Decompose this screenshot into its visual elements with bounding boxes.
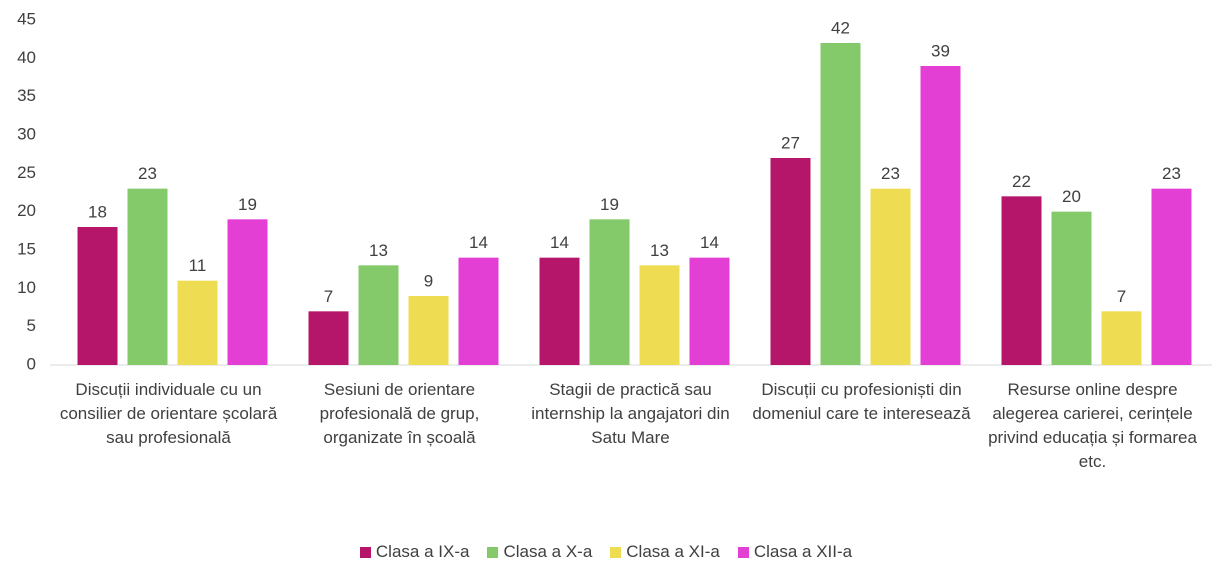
legend-swatch [610,546,622,558]
data-label: 19 [238,195,257,214]
legend-item: Clasa a X-a [487,542,592,562]
data-label: 9 [424,271,433,290]
bar [308,311,349,365]
x-tick-label: Stagii de practică sau internship la ang… [531,380,730,447]
y-tick-label: 30 [17,124,36,143]
legend-item: Clasa a XII-a [737,542,853,562]
y-tick-label: 10 [17,278,36,297]
data-label: 14 [469,233,488,252]
legend-label: Clasa a IX-a [375,542,470,561]
bar [227,219,268,365]
legend-item: Clasa a IX-a [359,542,470,562]
x-tick-label: Resurse online despre alegerea carierei,… [988,380,1197,471]
bar [1151,188,1192,365]
bar [689,257,730,365]
x-tick-label: Sesiuni de orientare profesională de gru… [319,380,480,447]
legend-label: Clasa a X-a [503,542,593,561]
x-tick-label: Discuții individuale cu un consilier de … [59,380,278,447]
y-tick-label: 15 [17,239,36,258]
x-tick-label: Discuții cu profesioniști din domeniul c… [752,380,971,423]
bar [177,280,218,365]
legend-label: Clasa a XI-a [626,542,720,561]
data-label: 19 [600,195,619,214]
bar [589,219,630,365]
data-label: 14 [550,233,569,252]
data-label: 13 [650,241,669,260]
bar [408,296,449,365]
bar [77,227,118,365]
data-label: 7 [1117,287,1126,306]
data-label: 42 [831,18,850,37]
y-tick-label: 20 [17,201,36,220]
bar [539,257,580,365]
y-tick-label: 0 [27,354,36,373]
bar [127,188,168,365]
legend-swatch [487,546,499,558]
bar [358,265,399,365]
legend: Clasa a IX-a Clasa a X-a Clasa a XI-a Clasa… [0,542,1212,562]
bar [1101,311,1142,365]
bar [770,158,811,365]
bar [1001,196,1042,365]
data-label: 27 [781,133,800,152]
data-label: 13 [369,241,388,260]
bar [920,66,961,365]
data-label: 11 [189,256,207,275]
y-tick-label: 35 [17,86,36,105]
data-label: 18 [88,202,107,221]
bar [870,188,911,365]
bar [639,265,680,365]
y-tick-label: 40 [17,48,36,67]
data-label: 23 [881,164,900,183]
data-label: 20 [1062,187,1081,206]
bar [458,257,499,365]
data-label: 23 [138,164,157,183]
bar [1051,211,1092,365]
data-label: 14 [700,233,719,252]
legend-swatch [359,546,371,558]
data-label: 39 [931,41,950,60]
legend-swatch [737,546,749,558]
data-label: 7 [324,287,333,306]
data-label: 23 [1162,164,1181,183]
legend-item: Clasa a XI-a [610,542,720,562]
y-tick-label: 5 [27,316,36,335]
y-tick-label: 25 [17,163,36,182]
y-tick-label: 45 [17,9,36,28]
bar [820,43,861,365]
legend-label: Clasa a XII-a [753,542,853,561]
data-label: 22 [1012,172,1031,191]
